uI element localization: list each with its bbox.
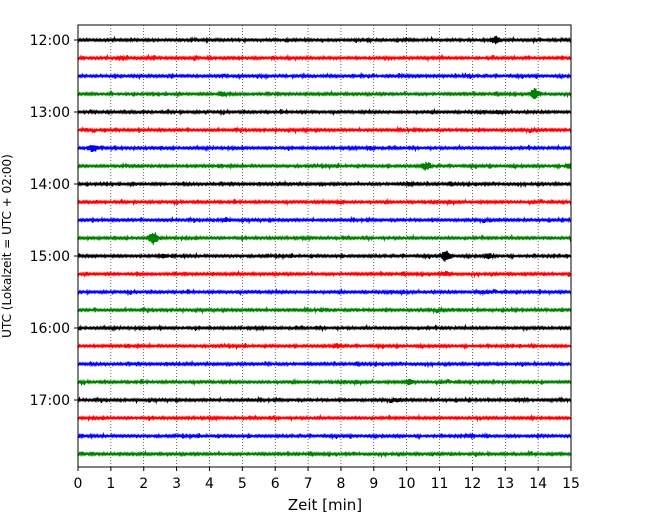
x-tick-label-7: 7 [304, 476, 313, 492]
y-tick-label-14:00: 14:00 [30, 177, 70, 193]
trace-14:00 [77, 179, 572, 189]
x-tick-label-10: 10 [398, 476, 416, 492]
x-tick-label-12: 12 [463, 476, 481, 492]
x-tick-label-5: 5 [238, 476, 247, 492]
trace-13:30 [77, 143, 572, 153]
trace-15:15 [77, 269, 572, 279]
trace-14:30 [77, 215, 572, 225]
trace-13:45 [77, 161, 572, 171]
y-tick-label-12:00: 12:00 [30, 33, 70, 49]
trace-17:00 [77, 395, 572, 405]
trace-17:30 [77, 431, 572, 441]
x-tick-label-3: 3 [172, 476, 181, 492]
traces [77, 35, 572, 459]
trace-15:00 [77, 250, 572, 262]
x-axis-ticks: 0 1 2 3 4 5 6 7 8 9 10 11 12 13 14 15 [74, 467, 580, 492]
x-tick-label-2: 2 [139, 476, 148, 492]
trace-12:15 [77, 53, 572, 63]
x-tick-label-11: 11 [431, 476, 449, 492]
trace-12:45 [77, 88, 572, 100]
x-axis-label: Zeit [min] [288, 496, 362, 514]
x-tick-label-9: 9 [369, 476, 378, 492]
x-tick-label-15: 15 [562, 476, 580, 492]
trace-16:30 [77, 359, 572, 369]
x-tick-label-1: 1 [106, 476, 115, 492]
x-tick-label-14: 14 [529, 476, 547, 492]
y-tick-label-17:00: 17:00 [30, 393, 70, 409]
x-tick-label-0: 0 [74, 476, 83, 492]
x-tick-label-13: 13 [496, 476, 514, 492]
trace-17:45 [77, 449, 572, 459]
x-tick-label-4: 4 [205, 476, 214, 492]
y-tick-label-13:00: 13:00 [30, 105, 70, 121]
trace-12:30 [77, 71, 572, 81]
trace-13:15 [77, 125, 572, 135]
trace-13:00 [77, 107, 572, 117]
trace-15:45 [77, 305, 572, 315]
trace-17:15 [77, 413, 572, 423]
trace-14:45 [77, 232, 572, 245]
y-tick-label-15:00: 15:00 [30, 249, 70, 265]
x-tick-label-8: 8 [336, 476, 345, 492]
y-axis-ticks: 12:00 13:00 14:00 15:00 16:00 17:00 [30, 33, 78, 409]
trace-12:00 [77, 35, 572, 45]
y-axis-label: UTC (Lokalzeit = UTC + 02:00) [0, 154, 14, 338]
trace-14:15 [77, 197, 572, 207]
trace-16:00 [77, 323, 572, 333]
trace-16:15 [77, 341, 572, 351]
trace-16:45 [77, 377, 572, 387]
plot-frame [77, 24, 572, 468]
trace-15:30 [77, 287, 572, 297]
y-tick-label-16:00: 16:00 [30, 321, 70, 337]
x-tick-label-6: 6 [271, 476, 280, 492]
